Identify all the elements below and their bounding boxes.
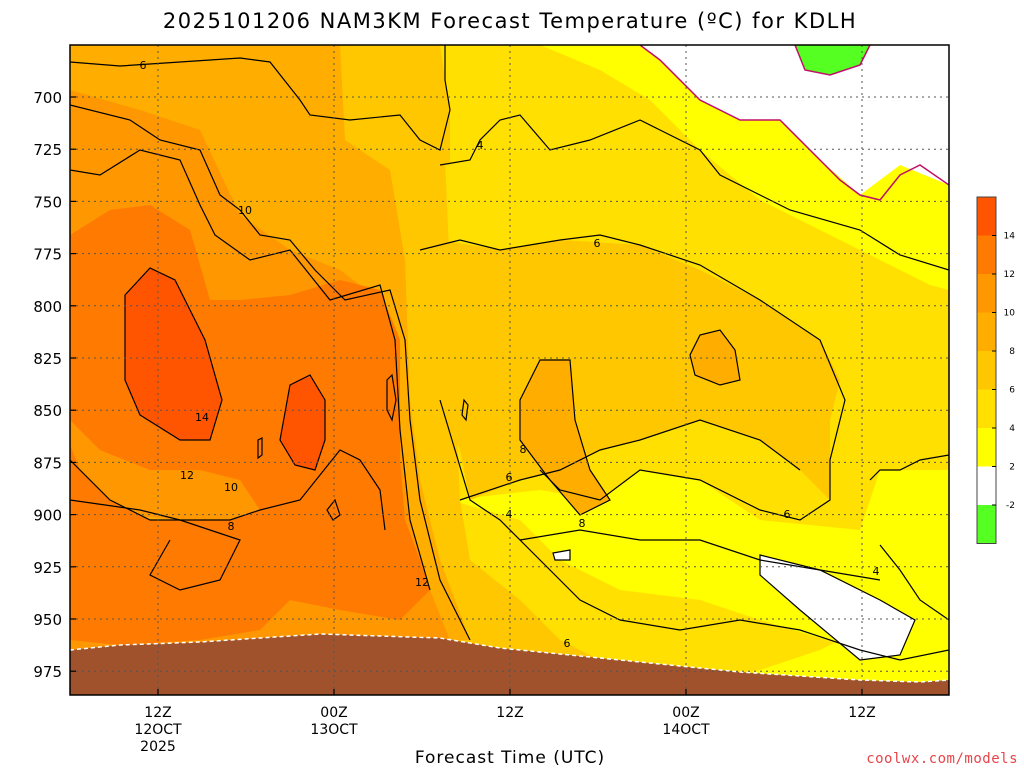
y-axis: 700 725 750 775 800 825 850 875 900 925 950 975	[33, 89, 76, 681]
x-tick-label: 12OCT	[134, 722, 182, 738]
band-14-plus-b	[280, 375, 325, 470]
contour-label: 6	[564, 637, 571, 650]
temperature-field	[70, 45, 949, 695]
y-tick-label: 875	[33, 454, 62, 472]
x-tick-label: 00Z	[672, 705, 699, 721]
contour-label: 10	[224, 481, 238, 494]
y-tick-label: 975	[33, 663, 62, 681]
x-axis-title: Forecast Time (UTC)	[415, 748, 605, 768]
contour-label: 6	[140, 59, 147, 72]
color-scale-frame	[976, 196, 997, 544]
contour-label: 12	[180, 469, 194, 482]
x-tick-label: 14OCT	[662, 722, 710, 738]
grid-lines	[70, 45, 949, 695]
contour-label: 4	[506, 508, 513, 521]
contour-label: 14	[195, 411, 209, 424]
color-scale-legend: 14 12 10 8 6 4 2 -2	[976, 196, 1016, 544]
y-tick-label: 750	[33, 193, 62, 211]
x-tick-label: 12Z	[848, 705, 875, 721]
color-scale-label: 2	[1009, 463, 1015, 473]
contour-labels: 6 4 10 6 14 8 12 10 8 6 4 8 12 6 6 4	[140, 59, 880, 650]
color-swatch	[977, 197, 996, 236]
contour-label: 8	[228, 520, 235, 533]
contour-label: 4	[477, 139, 484, 152]
band-2-4	[440, 45, 949, 690]
contour-label: 10	[238, 204, 252, 217]
x-tick-label: 12Z	[144, 705, 171, 721]
y-tick-label: 950	[33, 611, 62, 629]
color-scale-label: 14	[1004, 232, 1016, 242]
x-tick-label: 2025	[140, 739, 176, 755]
y-tick-label: 900	[33, 507, 62, 525]
contour-label: 4	[873, 565, 880, 578]
contour-lines	[70, 45, 949, 661]
contour-label: 6	[506, 471, 513, 484]
color-scale-label: 8	[1009, 347, 1015, 357]
credit-text: coolwx.com/models	[866, 751, 1018, 767]
contour-label: 6	[784, 508, 791, 521]
color-scale-label: 12	[1004, 270, 1015, 280]
contour-label: 8	[520, 443, 527, 456]
y-tick-label: 825	[33, 350, 62, 368]
x-tick-label: 13OCT	[310, 722, 358, 738]
band-0-2-low	[760, 555, 915, 660]
contour-label: 6	[594, 237, 601, 250]
color-scale-label: 10	[1004, 309, 1016, 319]
band-8-10-east	[520, 360, 610, 515]
color-swatch	[977, 466, 996, 505]
x-tick-label: 00Z	[320, 705, 347, 721]
color-swatch	[977, 505, 996, 544]
color-scale-label: 6	[1009, 386, 1015, 396]
color-swatch	[977, 389, 996, 428]
color-scale-label: 4	[1009, 424, 1015, 434]
y-tick-label: 925	[33, 559, 62, 577]
band-8-10-spot	[690, 330, 740, 385]
zero-contours	[639, 45, 949, 201]
y-tick-label: 775	[33, 246, 62, 264]
band-14-plus	[125, 268, 222, 440]
contour-label: 8	[579, 517, 586, 530]
y-tick-label: 725	[33, 141, 62, 159]
color-swatch	[977, 235, 996, 274]
color-scale-label: -2	[1006, 501, 1015, 511]
y-tick-label: 800	[33, 298, 62, 316]
color-swatch	[977, 312, 996, 351]
x-tick-label: 12Z	[496, 705, 523, 721]
chart-title: 2025101206 NAM3KM Forecast Temperature (…	[163, 9, 857, 33]
color-swatch	[977, 351, 996, 390]
y-tick-label: 700	[33, 89, 62, 107]
band-6-8	[70, 45, 840, 500]
y-tick-label: 850	[33, 402, 62, 420]
color-swatch	[977, 274, 996, 313]
color-swatch	[977, 428, 996, 467]
contour-label: 12	[415, 576, 429, 589]
